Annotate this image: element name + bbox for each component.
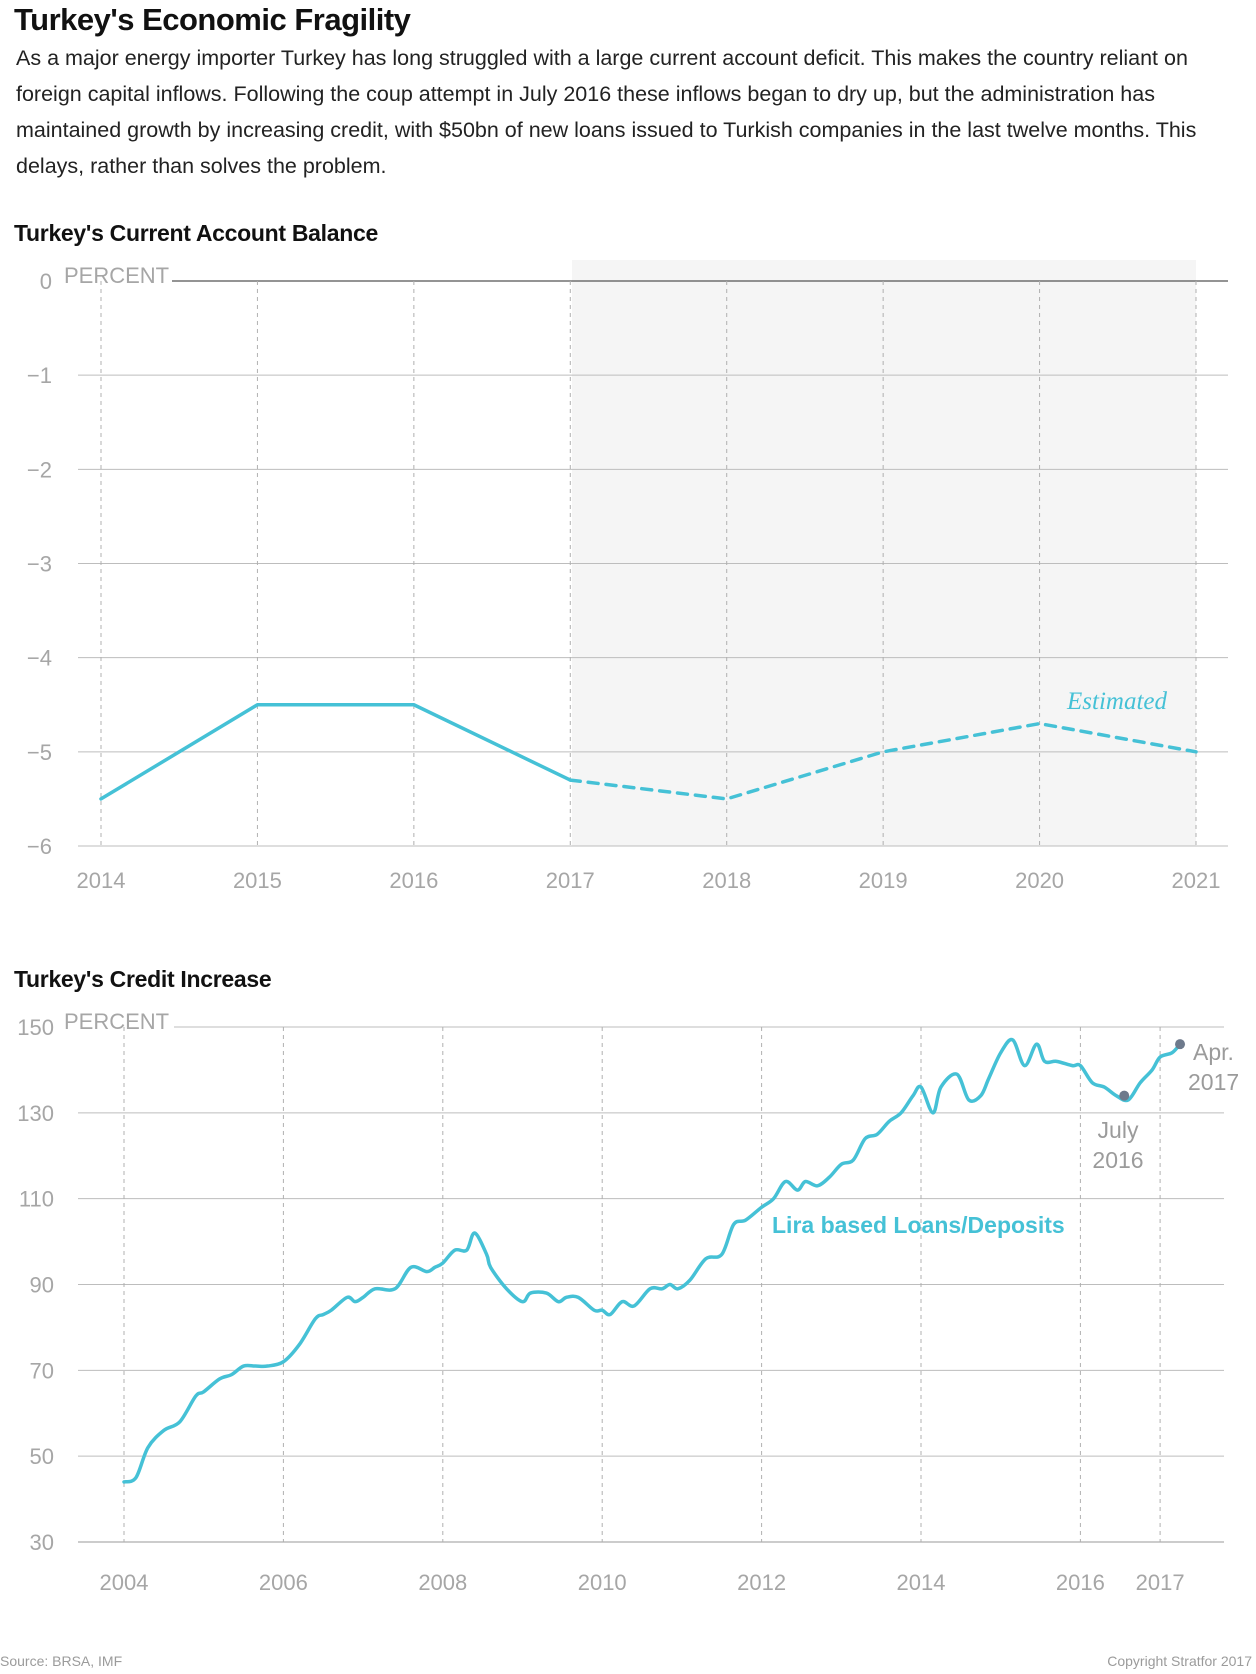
y-tick-label: 130 (17, 1101, 54, 1126)
lira-loans-deposits-line (122, 1037, 1182, 1484)
chart2-vgrid (123, 1027, 1161, 1542)
chart1-lines (99, 703, 1198, 801)
marker-point (1119, 1090, 1130, 1101)
x-tick-label: 2012 (737, 1570, 786, 1595)
chart1-title: Turkey's Current Account Balance (14, 220, 378, 246)
y-tick-label: −2 (27, 457, 52, 482)
x-tick-label: 2017 (1136, 1570, 1185, 1595)
marker-label-july-line1: July (1098, 1117, 1139, 1143)
y-tick-label: 90 (30, 1273, 54, 1298)
source-note: Source: BRSA, IMF (0, 1653, 123, 1669)
x-tick-label: 2010 (578, 1570, 627, 1595)
estimated-shade (572, 260, 1196, 846)
marker-label-apr-line2: 2017 (1188, 1069, 1239, 1095)
estimated-annotation: Estimated (1066, 688, 1167, 715)
copyright-note: Copyright Stratfor 2017 (1107, 1653, 1252, 1669)
y-tick-label: 70 (30, 1358, 54, 1383)
x-tick-label: 2017 (546, 868, 595, 893)
chart1-unit-label: PERCENT (64, 263, 169, 288)
y-tick-label: −5 (27, 740, 52, 765)
marker-label-apr-line1: Apr. (1193, 1039, 1234, 1065)
y-tick-label: 0 (40, 269, 52, 294)
current-account-chart: 0−1−2−3−4−5−6 PERCENT 2014 2015 2016 2017 20… (27, 260, 1228, 893)
chart1-xticks: 2014 2015 2016 2017 2018 2019 2020 2021 (77, 868, 1221, 893)
chart1-yticks: 0 −1 −2 −3 −4 −5 −6 (27, 269, 52, 859)
chart2-grid (78, 1026, 1224, 1543)
x-tick-label: 2014 (897, 1570, 946, 1595)
x-tick-label: 2006 (259, 1570, 308, 1595)
chart2-title: Turkey's Credit Increase (14, 966, 272, 992)
y-tick-label: 50 (30, 1444, 54, 1469)
x-tick-label: 2004 (100, 1570, 149, 1595)
x-tick-label: 2014 (77, 868, 126, 893)
chart2-xticks: 2004 2006 2008 2010 2012 2014 2016 2017 (100, 1570, 1185, 1595)
marker-label-july-line2: 2016 (1092, 1147, 1143, 1173)
estimated-series-line (568, 721, 1198, 801)
x-tick-label: 2020 (1015, 868, 1064, 893)
x-tick-label: 2021 (1172, 868, 1221, 893)
series-label-lira-loans: Lira based Loans/Deposits (772, 1212, 1065, 1238)
y-tick-label: −6 (27, 834, 52, 859)
x-tick-label: 2016 (1056, 1570, 1105, 1595)
chart2-lines (122, 1037, 1182, 1484)
x-tick-label: 2019 (859, 868, 908, 893)
y-tick-label: −4 (27, 646, 52, 671)
x-tick-label: 2018 (702, 868, 751, 893)
page-title: Turkey's Economic Fragility (14, 2, 411, 37)
x-tick-label: 2016 (389, 868, 438, 893)
chart1-grid (78, 280, 1228, 847)
y-tick-label: −3 (27, 552, 52, 577)
chart2-yticks: 150 130 110 90 70 50 30 (17, 1015, 54, 1555)
y-tick-label: 150 (17, 1015, 54, 1040)
y-tick-label: 30 (30, 1530, 54, 1555)
chart2-unit-label: PERCENT (64, 1009, 169, 1034)
y-tick-label: −1 (27, 363, 52, 388)
marker-point (1175, 1039, 1186, 1050)
chart2-markers (1119, 1039, 1186, 1101)
actual-series-line (99, 703, 573, 801)
x-tick-label: 2015 (233, 868, 282, 893)
chart1-vgrid (100, 281, 1197, 846)
x-tick-label: 2008 (418, 1570, 467, 1595)
intro-paragraph: As a major energy importer Turkey has lo… (16, 46, 1197, 178)
y-tick-label: 110 (19, 1187, 54, 1212)
